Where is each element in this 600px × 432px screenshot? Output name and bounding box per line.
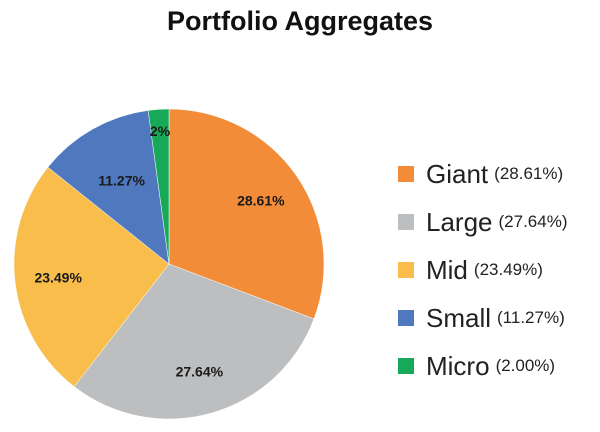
legend-label: Micro <box>426 350 490 381</box>
slice-label-giant: 28.61% <box>237 193 285 209</box>
legend-swatch <box>398 214 414 230</box>
legend-item-small: Small (11.27%) <box>398 294 567 342</box>
pie-slice-mid <box>13 166 170 387</box>
legend-label: Small <box>426 302 492 333</box>
pie-slice-large <box>73 263 315 420</box>
legend-label: Giant <box>426 158 489 189</box>
legend-swatch <box>398 262 414 278</box>
legend-percent: (2.00%) <box>495 356 556 375</box>
legend-swatch <box>398 358 414 374</box>
legend-label: Large <box>426 206 493 237</box>
chart-title: Portfolio Aggregates <box>166 6 434 36</box>
legend-item-micro: Micro (2.00%) <box>398 342 567 390</box>
legend-item-large: Large (27.64%) <box>398 198 567 246</box>
legend-percent: (23.49%) <box>473 260 543 279</box>
legend-item-giant: Giant (28.61%) <box>398 150 567 198</box>
legend-item-mid: Mid (23.49%) <box>398 246 567 294</box>
legend-percent: (28.61%) <box>494 164 564 183</box>
slice-label-micro: 2% <box>150 123 171 139</box>
legend-percent: (27.64%) <box>498 212 568 231</box>
slice-label-small: 11.27% <box>98 172 145 188</box>
legend-label: Mid <box>426 254 468 285</box>
legend-swatch <box>398 166 414 182</box>
pie-slice-giant <box>168 108 325 320</box>
legend-swatch <box>398 310 414 326</box>
legend: Giant (28.61%) Large (27.64%) Mid (23.49%) Sma… <box>398 150 567 390</box>
slice-label-mid: 23.49% <box>34 269 82 285</box>
legend-percent: (11.27%) <box>497 308 565 327</box>
pie-slice-micro <box>147 108 170 265</box>
slice-label-large: 27.64% <box>176 363 224 379</box>
pie-slice-small <box>47 110 170 265</box>
